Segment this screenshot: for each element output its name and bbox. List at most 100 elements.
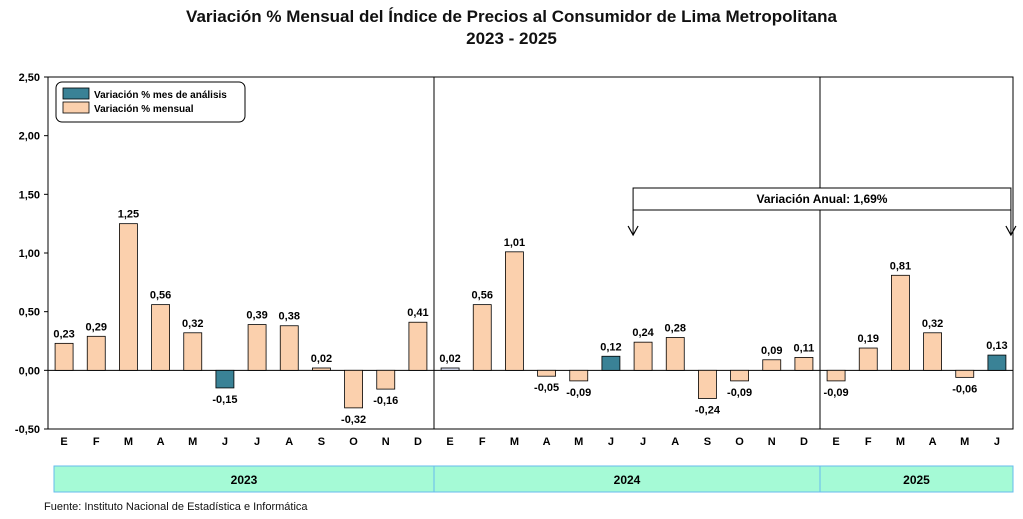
- legend-label: Variación % mensual: [94, 104, 194, 115]
- month-label: O: [349, 436, 358, 448]
- year-band: [819, 465, 1014, 493]
- month-label: A: [285, 436, 293, 448]
- bar: [794, 357, 814, 371]
- data-label: -0,05: [534, 382, 559, 394]
- month-label: A: [929, 436, 937, 448]
- bar: [987, 354, 1007, 371]
- annual-variation-box: [632, 187, 1012, 211]
- data-label: 0,29: [86, 321, 107, 333]
- data-label: 0,13: [986, 340, 1007, 352]
- bar: [151, 304, 170, 371]
- annotation-arrow-head: [627, 225, 639, 237]
- month-label: A: [157, 436, 165, 448]
- month-label: M: [960, 436, 969, 448]
- bar: [858, 347, 878, 371]
- plot-area: [47, 76, 1014, 430]
- month-label: D: [800, 436, 808, 448]
- annual-variation-label: Variación Anual: 1,69%: [757, 192, 888, 206]
- data-label: 0,09: [761, 345, 782, 357]
- data-label: 0,12: [600, 341, 621, 353]
- bar: [440, 367, 460, 371]
- y-tick-label: 1,50: [19, 189, 40, 201]
- y-tick-label: 2,50: [19, 72, 40, 84]
- bar: [344, 369, 363, 409]
- bar: [762, 359, 782, 371]
- data-label: 0,28: [665, 322, 686, 334]
- month-label: F: [93, 436, 100, 448]
- bar: [408, 321, 428, 371]
- year-band: [433, 465, 821, 493]
- month-label: J: [254, 436, 260, 448]
- data-label: -0,15: [212, 394, 237, 406]
- chart-title-block: Variación % Mensual del Índice de Precio…: [0, 6, 1023, 50]
- month-label: M: [896, 436, 905, 448]
- data-label: 0,32: [182, 318, 203, 330]
- data-label: 0,56: [472, 290, 493, 302]
- data-label: -0,32: [341, 414, 366, 426]
- y-tick-label: 0,50: [19, 307, 40, 319]
- month-label: M: [124, 436, 133, 448]
- legend-box: [55, 81, 246, 123]
- month-label: M: [188, 436, 197, 448]
- month-label: A: [671, 436, 679, 448]
- data-label: 0,23: [53, 328, 74, 340]
- month-label: F: [865, 436, 872, 448]
- bar: [537, 369, 556, 377]
- month-label: J: [640, 436, 646, 448]
- data-label: 0,11: [794, 342, 815, 354]
- data-label: -0,06: [952, 383, 977, 395]
- y-tick-label: -0,50: [15, 424, 40, 436]
- annotation-arrow-head: [1005, 225, 1017, 237]
- data-label: -0,16: [373, 395, 398, 407]
- bar: [279, 325, 299, 371]
- data-label: -0,24: [695, 404, 721, 416]
- data-label: 0,32: [922, 318, 943, 330]
- legend-swatch: [62, 101, 90, 114]
- bar: [472, 304, 492, 371]
- chart-subtitle: 2023 - 2025: [466, 29, 557, 48]
- bar: [215, 369, 235, 389]
- month-label: J: [608, 436, 614, 448]
- bar: [923, 332, 942, 371]
- year-label: 2023: [231, 473, 258, 487]
- bar: [698, 369, 717, 399]
- bar: [633, 341, 653, 371]
- month-label: N: [382, 436, 390, 448]
- data-label: -0,09: [824, 387, 849, 399]
- month-label: O: [735, 436, 744, 448]
- data-label: -0,09: [566, 387, 591, 399]
- data-label: 1,25: [118, 209, 139, 221]
- data-label: -0,09: [727, 387, 752, 399]
- bar: [312, 367, 331, 371]
- month-label: S: [704, 436, 711, 448]
- bar: [601, 355, 621, 371]
- month-label: J: [994, 436, 1000, 448]
- bar: [119, 223, 138, 371]
- bar: [54, 342, 74, 371]
- month-label: E: [60, 436, 67, 448]
- data-label: 0,19: [858, 333, 879, 345]
- source-note: Fuente: Instituto Nacional de Estadístic…: [44, 501, 308, 513]
- year-label: 2025: [903, 473, 930, 487]
- bar: [505, 251, 524, 371]
- data-label: 0,02: [311, 353, 332, 365]
- data-label: 0,56: [150, 290, 171, 302]
- data-label: 1,01: [504, 237, 525, 249]
- legend-label: Variación % mes de análisis: [94, 90, 227, 101]
- y-tick-label: 0,00: [19, 365, 40, 377]
- bar: [569, 369, 589, 382]
- month-label: N: [768, 436, 776, 448]
- chart-title: Variación % Mensual del Índice de Precio…: [186, 7, 837, 26]
- month-label: M: [510, 436, 519, 448]
- month-label: M: [574, 436, 583, 448]
- bar: [376, 369, 396, 390]
- bar: [826, 369, 846, 382]
- month-label: J: [222, 436, 228, 448]
- bar: [665, 337, 685, 371]
- month-label: S: [318, 436, 325, 448]
- month-label: A: [543, 436, 551, 448]
- y-tick-label: 2,00: [19, 131, 40, 143]
- month-label: F: [479, 436, 486, 448]
- month-label: E: [446, 436, 453, 448]
